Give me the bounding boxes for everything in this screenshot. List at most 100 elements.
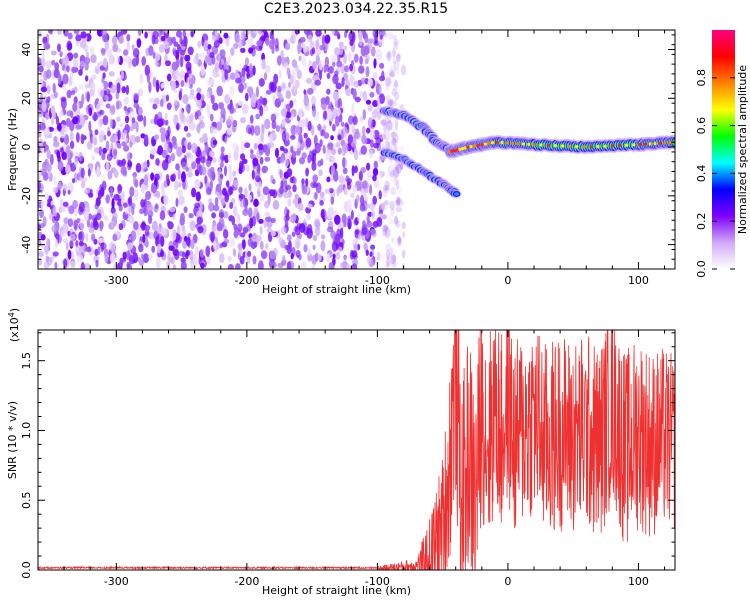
noise-cell — [161, 187, 165, 197]
noise-cell — [231, 216, 236, 226]
noise-cell — [73, 30, 80, 35]
noise-cell — [124, 115, 130, 124]
noise-cell — [288, 81, 292, 88]
noise-cell — [128, 215, 135, 224]
noise-cell — [150, 184, 157, 194]
steady-line-peak — [480, 143, 484, 147]
noise-cell — [210, 126, 217, 135]
noise-cell — [312, 106, 316, 118]
noise-cell — [66, 65, 70, 73]
noise-cell — [215, 121, 223, 131]
noise-cell — [232, 179, 239, 188]
noise-cell — [160, 131, 166, 143]
steady-line-peak — [490, 141, 495, 145]
bottom-y-axis-label: SNR (10 * v/v) — [6, 401, 19, 479]
noise-cell — [79, 113, 84, 122]
noise-cell — [239, 163, 245, 173]
noise-cell — [153, 134, 159, 141]
noise-cell — [260, 35, 266, 41]
noise-cell — [260, 132, 264, 142]
noise-cell — [394, 79, 398, 88]
noise-cell — [285, 90, 292, 100]
noise-cell — [351, 31, 356, 43]
noise-cell — [156, 118, 164, 127]
noise-cell — [43, 70, 48, 81]
noise-cell — [185, 166, 190, 172]
noise-cell — [85, 233, 89, 242]
noise-cell — [40, 93, 44, 101]
noise-cell — [142, 253, 150, 264]
noise-cell — [314, 192, 318, 200]
noise-cell — [46, 84, 51, 95]
noise-cell — [328, 188, 334, 194]
colorbar: 0.0 0.2 0.4 0.6 0.8 Normalized spectral ampli… — [695, 30, 749, 278]
noise-cell — [144, 224, 151, 231]
noise-cell — [62, 73, 69, 85]
noise-cell — [394, 118, 399, 130]
noise-cell — [186, 32, 190, 38]
noise-cell — [337, 47, 344, 56]
noise-cell — [249, 62, 253, 72]
noise-cell — [201, 36, 205, 47]
noise-cell — [112, 233, 118, 242]
noise-cell — [215, 183, 222, 193]
noise-cell — [212, 34, 219, 42]
colorbar-tick-label: 0.2 — [695, 212, 708, 230]
top-y-tick-label: 0 — [20, 144, 33, 151]
noise-cell — [52, 251, 59, 257]
noise-cell — [352, 184, 358, 193]
noise-cell — [46, 257, 53, 266]
steady-line-peak — [473, 144, 477, 148]
noise-cell — [229, 84, 235, 97]
noise-cell — [164, 112, 168, 120]
noise-cell — [209, 51, 215, 59]
noise-cell — [121, 141, 127, 147]
noise-cell — [180, 261, 187, 269]
noise-cell — [90, 46, 95, 55]
noise-cell — [391, 135, 395, 147]
noise-cell — [225, 119, 232, 126]
noise-cell — [244, 142, 251, 149]
noise-cell — [379, 134, 387, 140]
noise-cell — [328, 261, 334, 269]
noise-cell — [255, 113, 261, 120]
noise-cell — [155, 52, 161, 62]
noise-cell — [368, 38, 375, 44]
top-x-tick-label: 0 — [504, 274, 511, 287]
noise-cell — [211, 212, 217, 219]
noise-cell — [128, 255, 134, 262]
noise-cell — [347, 51, 352, 62]
noise-cell — [294, 125, 301, 136]
noise-cell — [393, 204, 400, 215]
noise-cell — [171, 61, 179, 71]
noise-cell — [219, 242, 223, 249]
noise-cell — [38, 169, 42, 181]
noise-cell — [368, 149, 374, 159]
noise-cell — [236, 212, 241, 224]
top-x-axis-label: Height of straight line (km) — [262, 283, 411, 296]
noise-cell — [390, 139, 396, 150]
noise-cell — [306, 203, 313, 209]
noise-cell — [80, 133, 85, 145]
lower-trace-core — [454, 192, 460, 196]
noise-cell — [205, 245, 211, 257]
noise-cell — [340, 227, 344, 239]
noise-cell — [180, 79, 185, 88]
noise-cell — [103, 134, 107, 141]
noise-cell — [392, 34, 398, 41]
noise-cell — [314, 48, 322, 56]
steady-line-peak — [575, 145, 579, 149]
noise-cell — [359, 116, 364, 122]
noise-cell — [337, 147, 342, 155]
noise-cell — [110, 135, 116, 143]
noise-cell — [242, 30, 249, 39]
noise-cell — [276, 55, 282, 66]
noise-cell — [264, 118, 271, 130]
noise-cell — [385, 184, 391, 194]
noise-cell — [182, 94, 189, 105]
steady-line-peak — [553, 144, 558, 148]
noise-cell — [172, 142, 178, 150]
colorbar-tick-label: 0.8 — [695, 69, 708, 87]
noise-cell — [394, 99, 398, 106]
noise-cell — [40, 81, 44, 88]
